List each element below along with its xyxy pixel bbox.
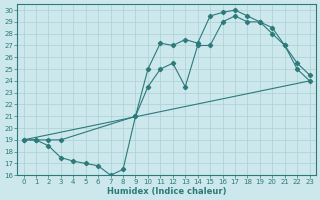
X-axis label: Humidex (Indice chaleur): Humidex (Indice chaleur) [107, 187, 226, 196]
